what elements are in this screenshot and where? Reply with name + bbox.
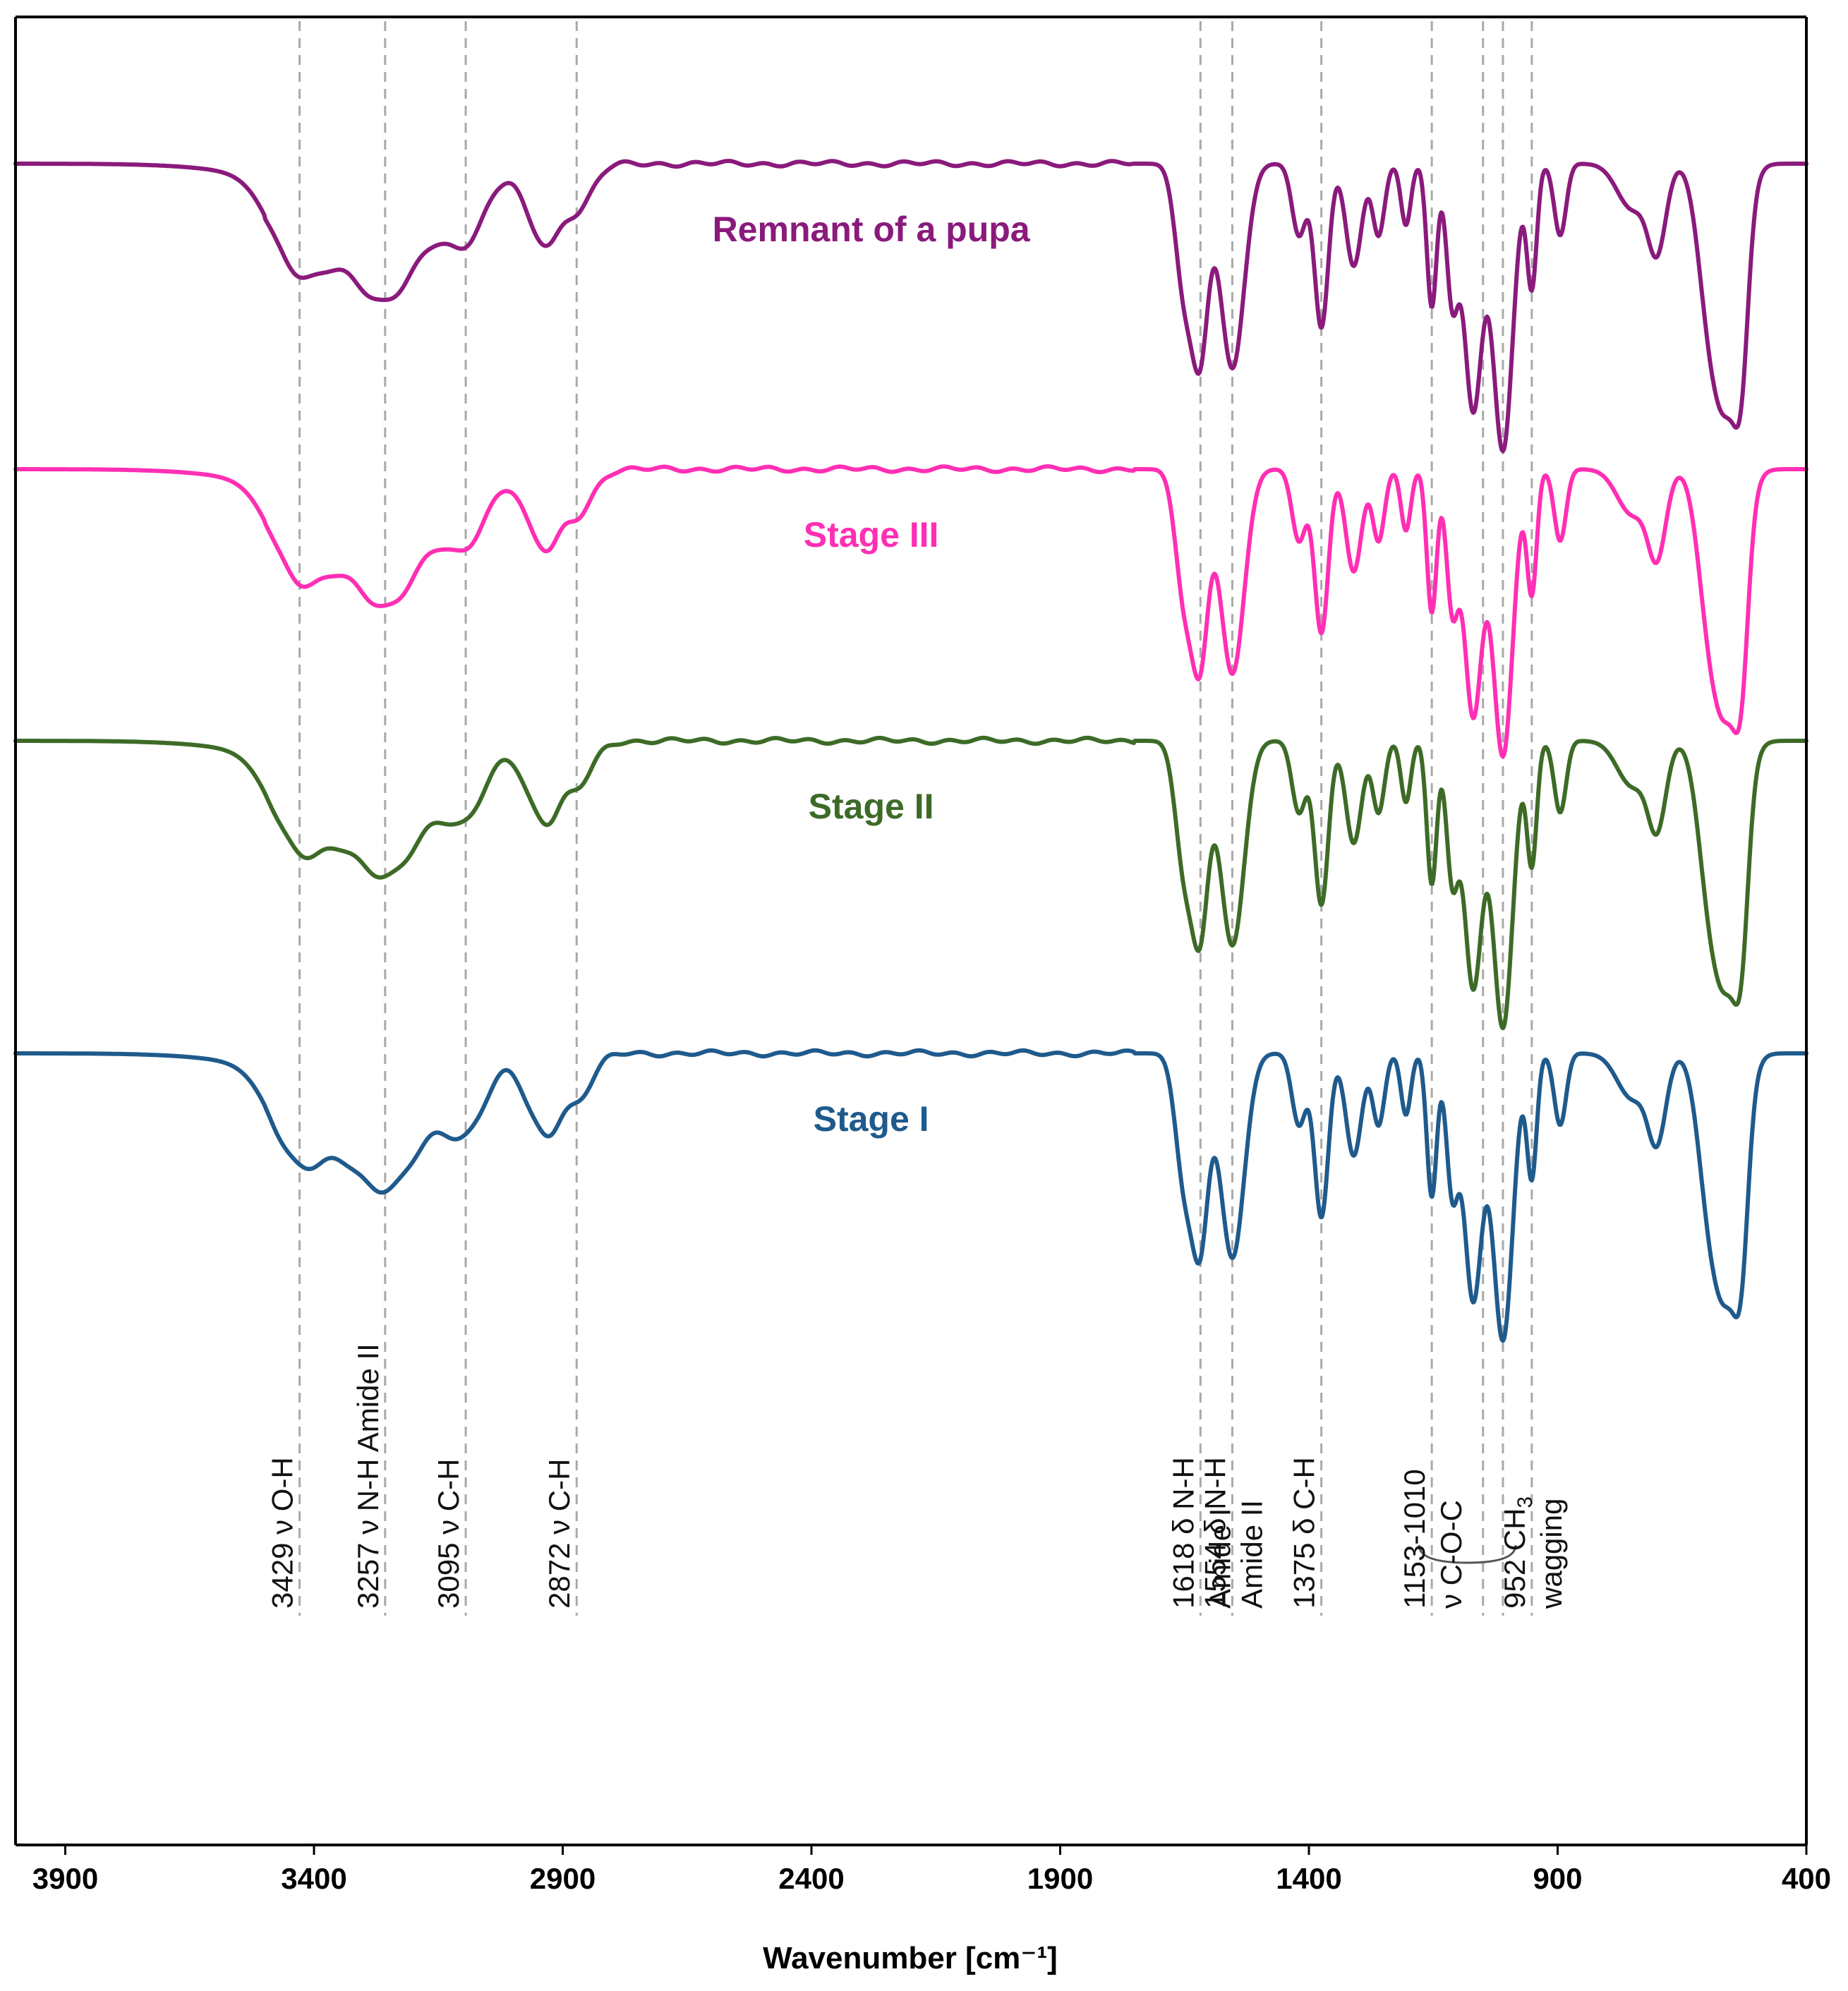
x-axis-title: Wavenumber [cm⁻¹] — [763, 1941, 1058, 1975]
spectrum-line-stage3 — [13, 464, 1808, 759]
band-label-1554: 1554 δ N-H Amide II — [1198, 1457, 1268, 1609]
band-label-3095: 3095 ν C-H — [432, 1459, 465, 1609]
band-label-text: 1618 δ N-H — [1166, 1457, 1200, 1609]
band-label-text: Amide I — [1203, 1508, 1236, 1609]
band-label-3257: 3257 ν N-H Amide II — [351, 1343, 385, 1609]
x-tick-label: 1900 — [1027, 1862, 1093, 1895]
spectrum-line-stage2 — [13, 735, 1808, 1031]
x-tick-label: 1400 — [1276, 1862, 1341, 1895]
x-tick-label: 400 — [1782, 1862, 1831, 1895]
series-label-stage3: Stage III — [804, 515, 939, 555]
band-label-3429: 3429 ν O-H — [266, 1457, 299, 1609]
band-label-text: 2872 ν C-H — [543, 1459, 576, 1609]
series-label-stage2: Stage II — [809, 787, 934, 826]
series-label-stage1: Stage I — [814, 1099, 929, 1139]
band-label-text: 3429 ν O-H — [266, 1457, 299, 1609]
spectrum-line-pupa — [13, 159, 1808, 454]
x-tick-label: 3400 — [281, 1862, 346, 1895]
x-tick-label: 2900 — [530, 1862, 596, 1895]
series-labels-layer: Remnant of a pupa Stage III Stage II Stage … — [713, 210, 1031, 1139]
spectra-layer — [13, 159, 1808, 1343]
band-label-text: 1554 δ N-H — [1198, 1457, 1231, 1609]
series-label-pupa: Remnant of a pupa — [713, 210, 1031, 249]
band-label-subscript: 3 — [1514, 1496, 1537, 1508]
spectrum-line-stage1 — [13, 1048, 1808, 1343]
x-tick-label: 2400 — [778, 1862, 844, 1895]
band-label-text: ν C-O-C — [1435, 1500, 1468, 1609]
band-label-text: Amide II — [1235, 1500, 1268, 1609]
band-label-2872: 2872 ν C-H — [543, 1459, 576, 1609]
x-tick-label: 900 — [1533, 1862, 1582, 1895]
band-label-text: wagging — [1535, 1499, 1568, 1609]
band-label-text: 952 CH3 — [1498, 1496, 1537, 1609]
x-ticks-layer: 3900 3400 2900 2400 1900 1400 900 400 — [32, 1845, 1831, 1895]
band-label-1375: 1375 δ C-H — [1288, 1457, 1321, 1609]
band-label-1618: 1618 δ N-H Amide I — [1166, 1457, 1236, 1609]
band-label-1153: 1153-1010 ν C-O-C — [1398, 1469, 1468, 1609]
band-label-text: 3095 ν C-H — [432, 1459, 465, 1609]
x-tick-label: 3900 — [32, 1862, 98, 1895]
band-label-text: 1375 δ C-H — [1288, 1457, 1321, 1609]
band-label-text: 3257 ν N-H Amide II — [351, 1343, 385, 1609]
band-assignment-layer: 3429 ν O-H 3257 ν N-H Amide II 3095 ν C-H 2… — [266, 21, 1568, 1616]
band-label-text: 1153-1010 — [1398, 1469, 1431, 1609]
range-brace — [1418, 1544, 1517, 1564]
